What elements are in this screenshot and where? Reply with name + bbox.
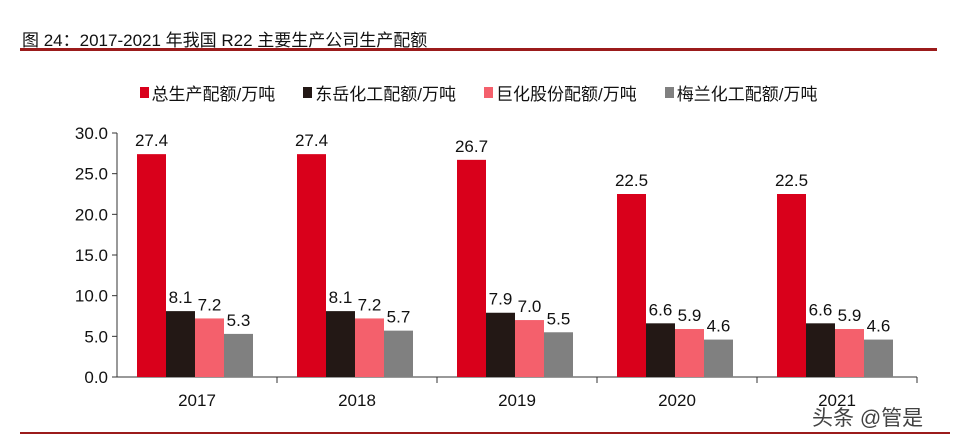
legend-label: 总生产配额/万吨: [151, 85, 276, 104]
legend-label: 梅兰化工配额/万吨: [676, 85, 818, 104]
legend-item: 东岳化工配额/万吨: [303, 80, 456, 105]
legend-label: 东岳化工配额/万吨: [315, 85, 456, 104]
bottom-divider: [20, 432, 950, 434]
title-divider: [20, 48, 937, 51]
bar: [864, 339, 893, 377]
bar: [137, 154, 166, 377]
data-label: 7.9: [489, 290, 513, 309]
x-tick-label: 2021: [818, 391, 856, 410]
x-tick-label: 2020: [658, 391, 696, 410]
legend-swatch: [139, 87, 149, 98]
data-label: 22.5: [615, 171, 648, 190]
bar: [224, 333, 253, 377]
data-label: 5.5: [547, 309, 571, 328]
bar: [195, 318, 224, 377]
y-tick-label: 5.0: [84, 327, 108, 346]
x-tick-label: 2017: [178, 391, 216, 410]
data-label: 5.9: [678, 306, 702, 325]
legend-item: 总生产配额/万吨: [139, 80, 276, 105]
legend-item: 巨化股份配额/万吨: [484, 80, 637, 105]
data-label: 4.6: [707, 317, 731, 336]
data-label: 6.6: [809, 300, 833, 319]
data-label: 27.4: [295, 131, 328, 150]
legend-label: 巨化股份配额/万吨: [496, 85, 637, 104]
bar: [326, 311, 355, 377]
bar: [617, 194, 646, 377]
legend: 总生产配额/万吨 东岳化工配额/万吨 巨化股份配额/万吨 梅兰化工配额/万吨: [0, 80, 957, 105]
bar: [646, 323, 675, 377]
y-tick-label: 0.0: [84, 368, 108, 387]
data-label: 27.4: [135, 131, 168, 150]
y-tick-label: 20.0: [75, 205, 108, 224]
data-label: 7.0: [518, 297, 542, 316]
bar: [675, 329, 704, 377]
bar: [166, 311, 195, 377]
y-tick-label: 30.0: [75, 124, 108, 143]
bar: [704, 339, 733, 377]
data-label: 8.1: [329, 288, 353, 307]
data-label: 6.6: [649, 300, 673, 319]
data-label: 7.2: [198, 295, 222, 314]
y-tick-label: 10.0: [75, 287, 108, 306]
bar: [544, 332, 573, 377]
legend-swatch: [664, 87, 674, 98]
data-label: 5.9: [838, 306, 862, 325]
x-tick-label: 2018: [338, 391, 376, 410]
legend-swatch: [484, 87, 493, 98]
legend-swatch: [303, 87, 313, 98]
legend-item: 梅兰化工配额/万吨: [664, 80, 818, 105]
data-label: 7.2: [358, 295, 382, 314]
bar: [457, 159, 486, 377]
data-label: 4.6: [867, 317, 891, 336]
bar: [486, 312, 515, 377]
y-tick-label: 25.0: [75, 165, 108, 184]
y-tick-label: 15.0: [75, 246, 108, 265]
watermark: 头条 @管是: [812, 407, 924, 430]
data-label: 22.5: [775, 171, 808, 190]
figure-title: 图 24：2017-2021 年我国 R22 主要生产公司生产配额: [22, 31, 428, 50]
bar: [384, 330, 413, 377]
bar: [806, 323, 835, 377]
x-tick-label: 2019: [498, 391, 536, 410]
data-label: 5.7: [387, 308, 411, 327]
bar: [777, 194, 806, 377]
data-label: 26.7: [455, 137, 488, 156]
bar: [515, 320, 544, 377]
data-label: 8.1: [169, 288, 193, 307]
bar: [355, 318, 384, 377]
data-label: 5.3: [227, 311, 251, 330]
bar: [835, 329, 864, 377]
bar: [297, 154, 326, 377]
